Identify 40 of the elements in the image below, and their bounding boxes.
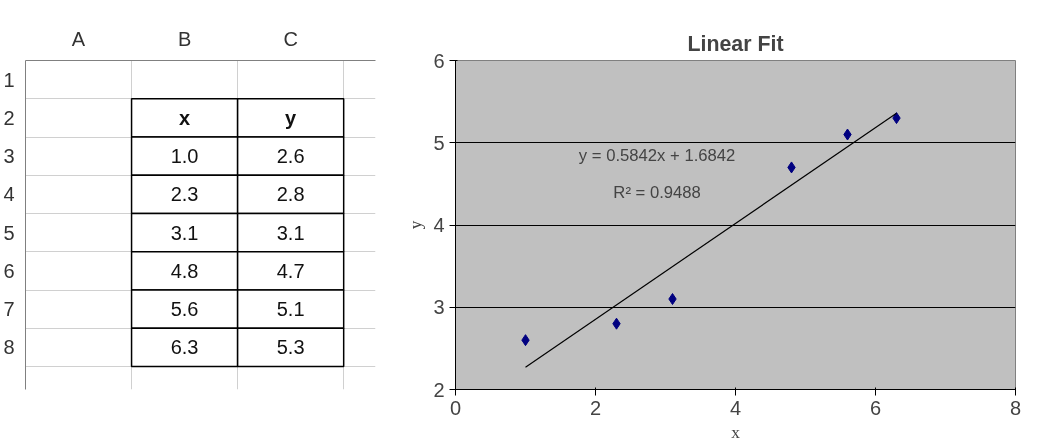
y-tick-label: 2 bbox=[3, 106, 15, 129]
data-label: 4.7 bbox=[276, 259, 305, 282]
data-label: 5.1 bbox=[276, 298, 305, 321]
x-tick-label: 2 bbox=[589, 396, 602, 419]
data-label: 2.8 bbox=[276, 183, 305, 206]
y-tick-label: 6 bbox=[3, 259, 15, 282]
x-tick-label: C bbox=[283, 27, 298, 50]
data-label: 5.6 bbox=[170, 298, 199, 321]
data-label: 3.1 bbox=[170, 221, 199, 244]
y-tick-label: 6 bbox=[433, 49, 445, 72]
y-tick-label: 8 bbox=[3, 336, 15, 359]
y-tick-label: 5 bbox=[433, 131, 445, 154]
x-axis-title: x bbox=[731, 422, 741, 442]
y-tick-label: 5 bbox=[3, 221, 15, 244]
y-tick-label: 2 bbox=[433, 378, 445, 401]
y-tick-label: 3 bbox=[3, 145, 15, 168]
y-tick-label: 4 bbox=[3, 183, 15, 206]
data-label: 6.3 bbox=[170, 336, 199, 359]
data-label: 2.3 bbox=[170, 183, 199, 206]
y-tick-label: 7 bbox=[3, 298, 15, 321]
y-axis-title: y bbox=[406, 220, 426, 230]
data-label: 3.1 bbox=[276, 221, 305, 244]
annotation: y = 0.5842x + 1.6842 bbox=[578, 146, 736, 166]
x-tick-label: 6 bbox=[869, 396, 882, 419]
x-tick-label: 8 bbox=[1009, 396, 1022, 419]
y-tick-label: 1 bbox=[3, 68, 15, 91]
text: x bbox=[179, 106, 191, 129]
x-tick-label: 4 bbox=[729, 396, 742, 419]
data-label: 2.6 bbox=[276, 145, 305, 168]
x-tick-label: 0 bbox=[449, 396, 462, 419]
annotation: R² = 0.9488 bbox=[613, 182, 701, 202]
y-tick-label: 4 bbox=[433, 214, 445, 236]
y-tick-label: 3 bbox=[433, 296, 445, 319]
text: y bbox=[285, 106, 297, 129]
x-tick-label: B bbox=[177, 27, 192, 50]
data-label: 4.8 bbox=[170, 259, 199, 282]
data-label: 1.0 bbox=[170, 145, 199, 168]
x-tick-label: A bbox=[71, 27, 86, 50]
chart-title: Linear Fit bbox=[687, 31, 784, 56]
data-label: 5.3 bbox=[276, 336, 305, 359]
